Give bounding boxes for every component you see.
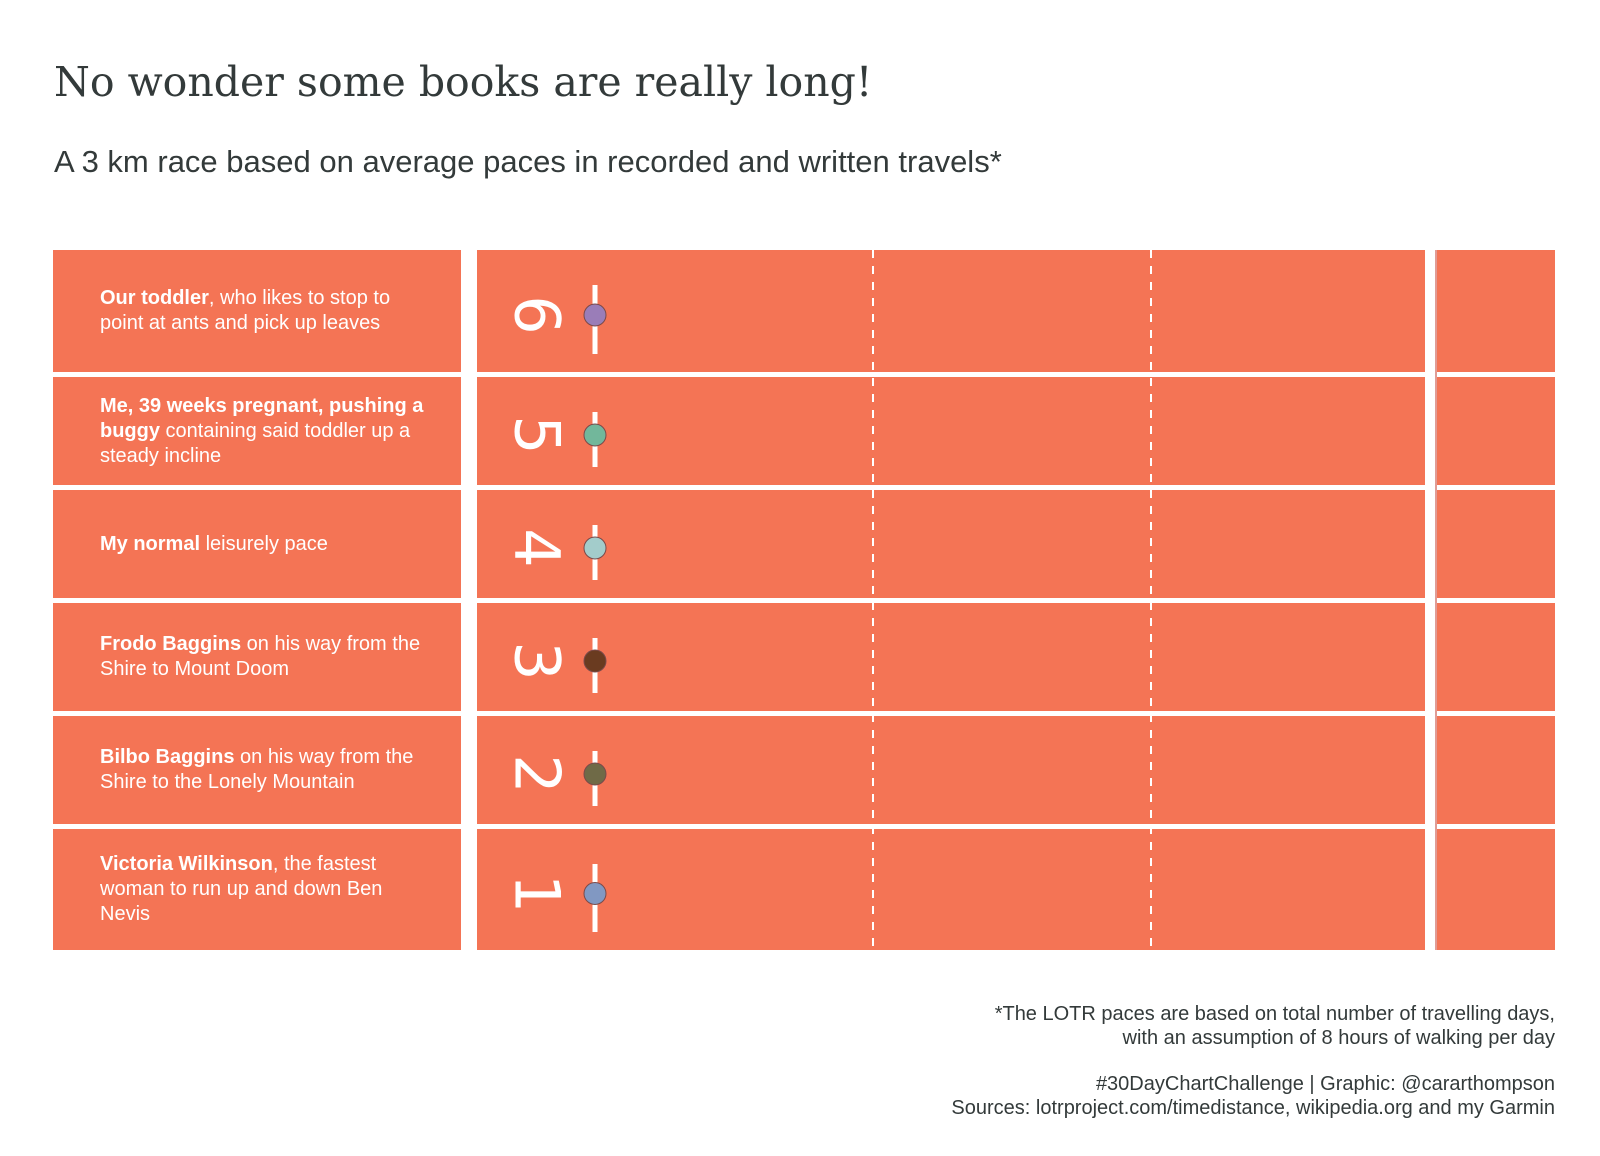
lane-description: Me, 39 weeks pregnant, pushing a buggy c…: [100, 394, 430, 469]
runner-detail: on his way from the Shire to the Lonely …: [100, 746, 414, 793]
lane-number: 6: [501, 295, 574, 334]
runner: [583, 303, 607, 327]
lane: [477, 377, 1425, 485]
lane-end: [1437, 603, 1555, 711]
lane: [477, 716, 1425, 824]
footer: *The LOTR paces are based on total numbe…: [951, 1002, 1555, 1120]
runner: [583, 649, 607, 673]
lane-number: 4: [501, 528, 574, 567]
runner: [583, 536, 607, 560]
runner-name: Bilbo Baggins: [100, 746, 235, 768]
lane-end: [1437, 377, 1555, 485]
runner-detail: , who likes to stop to point at ants and…: [100, 287, 391, 334]
runner-detail: , the fastest woman to run up and down B…: [100, 853, 383, 925]
lane-description: Bilbo Baggins on his way from the Shire …: [100, 745, 430, 795]
label-panel: [53, 377, 461, 485]
lane: [477, 603, 1425, 711]
lane-end: [1437, 490, 1555, 598]
lane: [477, 829, 1425, 950]
lane-number: 1: [501, 874, 574, 913]
lane-description: Frodo Baggins on his way from the Shire …: [100, 632, 430, 682]
lane-number: 2: [501, 754, 574, 793]
lane-label: Me, 39 weeks pregnant, pushing a buggy c…: [100, 377, 430, 485]
lane-label: My normal leisurely pace: [100, 490, 430, 598]
lane-label: Victoria Wilkinson, the fastest woman to…: [100, 829, 430, 950]
subtitle: A 3 km race based on average paces in re…: [54, 144, 1002, 179]
label-panel: [53, 603, 461, 711]
title: No wonder some books are really long!: [54, 58, 873, 106]
lane-description: Victoria Wilkinson, the fastest woman to…: [100, 852, 430, 927]
lane-description: My normal leisurely pace: [100, 532, 328, 557]
runner-name: Our toddler: [100, 287, 209, 309]
label-panel: [53, 250, 461, 372]
runner-name: Victoria Wilkinson: [100, 853, 273, 875]
note-line: *The LOTR paces are based on total numbe…: [994, 1003, 1555, 1025]
credit-line: #30DayChartChallenge | Graphic: @cararth…: [1095, 1073, 1555, 1095]
lane-number: 3: [501, 641, 574, 680]
runner-name: Frodo Baggins: [100, 633, 242, 655]
lane-description: Our toddler, who likes to stop to point …: [100, 286, 430, 336]
lane-end: [1437, 829, 1555, 950]
label-panel: [53, 490, 461, 598]
runner: [583, 423, 607, 447]
lane-label: Frodo Baggins on his way from the Shire …: [100, 603, 430, 711]
lane-label: Bilbo Baggins on his way from the Shire …: [100, 716, 430, 824]
lane: [477, 250, 1425, 372]
runner-name: Me, 39 weeks pregnant, pushing a buggy: [100, 394, 424, 442]
runner: [583, 882, 607, 905]
runner-detail: leisurely pace: [200, 532, 328, 555]
runner-name: My normal: [100, 532, 201, 555]
note-line: with an assumption of 8 hours of walking…: [1122, 1027, 1555, 1049]
runner-detail: on his way from the Shire to Mount Doom: [100, 633, 421, 680]
label-panel: [53, 716, 461, 824]
runner: [583, 762, 607, 786]
credit-line: Sources: lotrproject.com/timedistance, w…: [951, 1097, 1555, 1119]
lane-end: [1437, 716, 1555, 824]
lane-end: [1437, 250, 1555, 372]
label-panel: [53, 829, 461, 950]
lane-number: 5: [501, 415, 574, 454]
lane-label: Our toddler, who likes to stop to point …: [100, 250, 430, 372]
lane: [477, 490, 1425, 598]
runner-detail: containing said toddler up a steady incl…: [100, 419, 411, 467]
